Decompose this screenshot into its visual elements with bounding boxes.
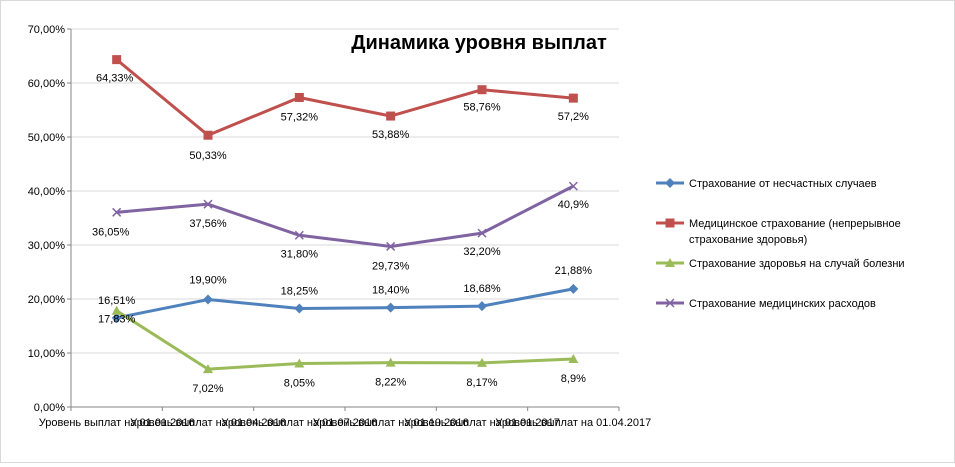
data-label: 21,88%: [555, 265, 593, 277]
x-tick-label: Уровень выплат на 01.04.2017: [495, 417, 651, 429]
data-point: [477, 357, 487, 367]
x-tick-label: Уровень выплат на 01.07.2016: [221, 417, 377, 429]
series-line: [112, 55, 578, 140]
data-point: [386, 111, 396, 121]
x-tick-label: Уровень выплат на 01.04.2016: [130, 417, 286, 429]
data-point: [203, 364, 213, 374]
data-point: [477, 301, 487, 312]
data-label: 57,2%: [558, 111, 589, 123]
data-label: 16,51%: [98, 295, 136, 307]
data-point: [386, 241, 396, 251]
data-point: [203, 199, 213, 209]
data-point: [111, 305, 122, 315]
legend-label: Страхование здоровья на случай болезни: [689, 258, 905, 270]
data-label: 37,56%: [189, 218, 227, 230]
data-point: [665, 258, 675, 267]
data-point: [385, 357, 396, 367]
series-line: [111, 283, 579, 323]
data-point: [203, 130, 213, 140]
data-point: [112, 55, 122, 65]
legend: Страхование от несчастных случаев Медицин…: [656, 178, 905, 310]
legend-label: Страхование от несчастных случаев: [689, 178, 877, 190]
y-tick-label: 50,00%: [28, 132, 66, 144]
data-label: 7,02%: [192, 383, 223, 395]
data-label: 19,90%: [189, 275, 227, 287]
data-label: 8,17%: [466, 377, 497, 389]
axes: [67, 28, 620, 411]
data-label: 18,25%: [281, 285, 319, 297]
data-point: [112, 207, 122, 217]
data-labels: 16,51% 19,90% 18,25% 18,40% 18,68% 21,88% 64,3…: [92, 73, 592, 395]
data-point: [568, 353, 579, 363]
data-point: [568, 283, 579, 294]
data-label: 50,33%: [189, 150, 227, 162]
series-path: [116, 184, 575, 248]
data-label: 29,73%: [372, 260, 410, 272]
data-label: 40,9%: [558, 199, 589, 211]
data-point: [665, 218, 675, 228]
data-point: [294, 230, 304, 240]
y-tick-label: 20,00%: [28, 294, 66, 306]
legend-item: Страхование здоровья на случай болезни: [656, 258, 905, 270]
data-point: [568, 93, 578, 103]
y-tick-label: 0,00%: [34, 402, 65, 414]
data-point: [665, 298, 675, 308]
data-point: [477, 85, 487, 95]
y-tick-label: 10,00%: [28, 348, 66, 360]
data-label: 17,83%: [98, 314, 136, 326]
data-point: [294, 358, 305, 368]
data-point: [294, 303, 305, 314]
series-path: [115, 58, 574, 137]
x-tick-label: Уровень выплат на 01.10.2016: [313, 417, 469, 429]
y-tick-label: 40,00%: [28, 186, 66, 198]
data-label: 64,33%: [96, 73, 134, 85]
data-point: [385, 302, 396, 313]
data-label: 57,32%: [281, 111, 319, 123]
data-point: [111, 312, 122, 323]
data-point: [294, 92, 304, 102]
data-point: [665, 178, 675, 188]
series-line: [112, 181, 578, 251]
data-label: 31,80%: [281, 248, 319, 260]
data-label: 18,68%: [463, 283, 501, 295]
x-tick-label: Уровень выплат на 01.01.2017: [404, 417, 560, 429]
data-label: 8,22%: [375, 377, 406, 389]
y-tick-label: 60,00%: [28, 78, 66, 90]
data-point: [477, 228, 487, 238]
legend-item: Медицинское страхование (непрерывное стра…: [656, 218, 901, 246]
legend-item: Страхование медицинских расходов: [656, 298, 876, 310]
data-label: 58,76%: [463, 102, 501, 114]
series-line: [111, 305, 579, 374]
series-path: [116, 287, 574, 320]
legend-label: Медицинское страхование (непрерывное стра…: [689, 218, 901, 246]
y-tick-labels: 0,00% 10,00% 20,00% 30,00% 40,00% 50,00% 60,00…: [28, 24, 66, 414]
y-tick-label: 30,00%: [28, 240, 66, 252]
gridlines: [71, 28, 619, 354]
y-tick-label: 70,00%: [28, 24, 66, 36]
data-label: 36,05%: [92, 226, 130, 238]
legend-label: Страхование медицинских расходов: [689, 298, 876, 310]
data-point: [568, 181, 578, 191]
data-label: 8,05%: [284, 378, 315, 390]
data-label: 53,88%: [372, 129, 410, 141]
data-label: 18,40%: [372, 285, 410, 297]
series-path: [115, 309, 574, 371]
legend-item: Страхование от несчастных случаев: [656, 178, 877, 190]
series-layer: [111, 55, 579, 374]
data-label: 32,20%: [463, 246, 501, 258]
x-tick-label: Уровень выплат на 01.01.2016: [39, 417, 195, 429]
chart-title: Динамика уровня выплат: [351, 32, 607, 54]
data-label: 8,9%: [561, 373, 586, 385]
data-point: [203, 294, 213, 305]
